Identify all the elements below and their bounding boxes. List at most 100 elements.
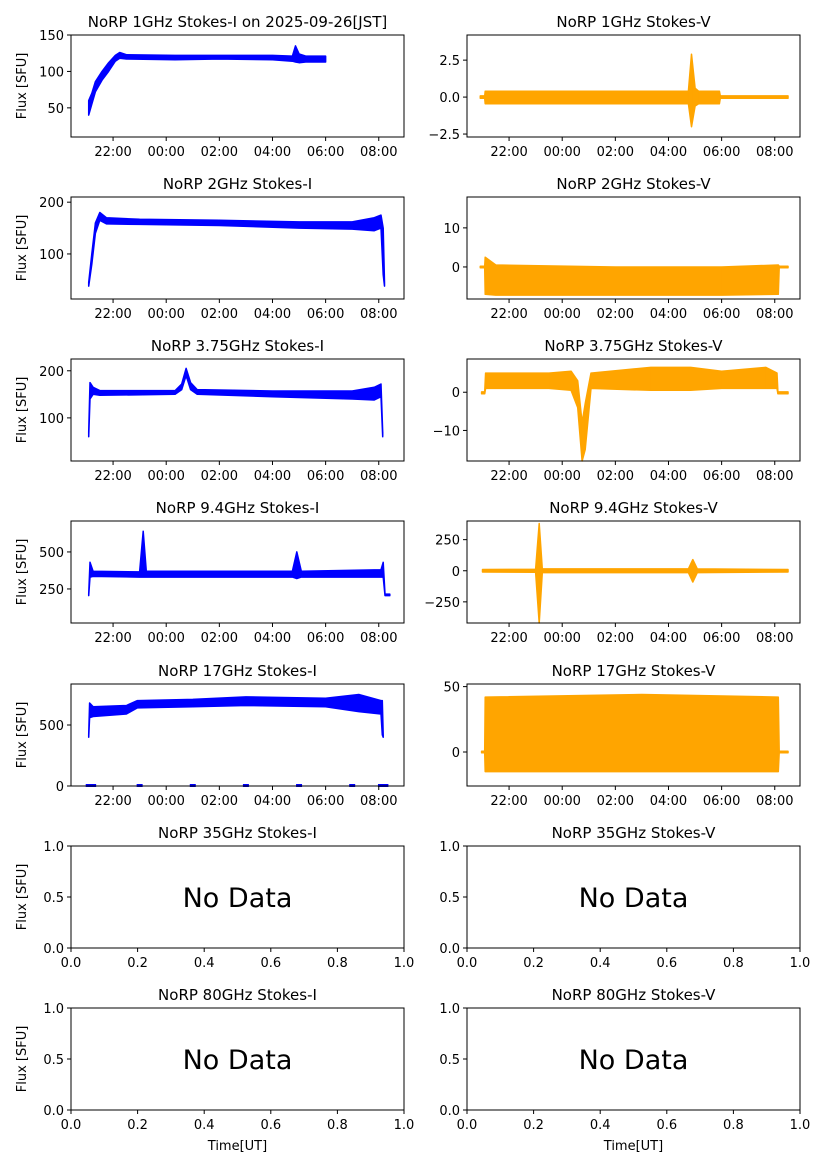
x-tick-label: 04:00: [254, 469, 291, 484]
x-tick-label: 06:00: [307, 631, 344, 646]
data-point: [218, 220, 220, 226]
y-tick-label: 1.0: [43, 840, 64, 855]
data-point: [778, 266, 780, 268]
x-tick-label: 04:00: [254, 631, 291, 646]
axes-frame: [70, 520, 405, 624]
x-tick-label: 04:00: [650, 631, 687, 646]
data-point: [380, 215, 382, 229]
data-point: [91, 253, 93, 265]
data-point: [581, 422, 583, 461]
data-point: [298, 53, 300, 63]
x-tick-label: 0.8: [723, 956, 744, 971]
data-point: [479, 266, 481, 268]
panel-title: NoRP 3.75GHz Stokes-V: [544, 337, 723, 355]
data-point: [358, 694, 360, 712]
data-series-band: [480, 693, 789, 773]
x-tick-label: 0.6: [656, 1118, 677, 1133]
data-point: [125, 54, 127, 60]
y-tick-label: 200: [39, 196, 64, 211]
x-tick-label: 22:00: [94, 145, 131, 160]
data-point: [479, 95, 481, 99]
data-point: [389, 594, 391, 596]
y-tick-label: −250: [424, 596, 460, 611]
y-tick-label: 0.0: [43, 1104, 64, 1119]
data-point: [721, 371, 723, 389]
x-tick-label: 0.4: [194, 1118, 215, 1133]
x-tick-label: 04:00: [254, 794, 291, 809]
data-point: [484, 91, 486, 104]
y-tick-label: 0: [452, 386, 460, 401]
x-tick-label: 00:00: [543, 145, 580, 160]
x-tick-label: 02:00: [597, 145, 634, 160]
no-data-text: No Data: [579, 883, 689, 914]
x-tick-label: 04:00: [650, 307, 687, 322]
x-tick-label: 08:00: [756, 469, 793, 484]
data-point: [181, 383, 183, 390]
data-point: [777, 265, 779, 295]
data-point: [300, 571, 302, 578]
data-point: [245, 696, 247, 706]
data-point: [380, 700, 382, 715]
x-tick-label: 1.0: [790, 956, 811, 971]
data-point: [484, 697, 486, 772]
panel-5: NoRP 3.75GHz Stokes-V 22:00 00:00 02:00 04:0…: [433, 337, 801, 484]
data-point: [291, 571, 293, 578]
panel-title: NoRP 2GHz Stokes-V: [556, 175, 711, 193]
x-axis-label: Time[UT]: [603, 1139, 663, 1154]
data-point: [484, 391, 486, 394]
y-tick-label: 0.0: [439, 1104, 460, 1119]
data-point: [776, 373, 778, 389]
x-tick-label: 22:00: [94, 631, 131, 646]
x-tick-label: 1.0: [394, 956, 415, 971]
data-point: [787, 266, 789, 268]
data-point: [687, 91, 689, 104]
x-tick-label: 00:00: [147, 145, 184, 160]
panel-title: NoRP 9.4GHz Stokes-V: [549, 499, 718, 517]
data-point: [721, 266, 723, 296]
data-point: [535, 569, 537, 573]
x-tick-label: 08:00: [360, 794, 397, 809]
y-tick-label: 0: [452, 746, 460, 761]
data-point: [88, 594, 90, 596]
data-point: [538, 523, 540, 623]
data-series-band: [87, 693, 384, 738]
data-point: [89, 562, 91, 578]
x-tick-label: 00:00: [543, 794, 580, 809]
x-tick-label: 0.4: [194, 956, 215, 971]
data-point: [101, 71, 103, 81]
data-point: [481, 569, 483, 572]
data-point: [89, 703, 91, 718]
data-point: [92, 571, 94, 577]
y-tick-label: 0: [452, 261, 460, 276]
x-tick-label: 0.6: [260, 1118, 281, 1133]
data-point: [88, 282, 90, 287]
panel-title: NoRP 80GHz Stokes-V: [552, 986, 717, 1004]
x-tick-label: 08:00: [756, 307, 793, 322]
y-axis-label: Flux [SFU]: [15, 1026, 30, 1093]
x-tick-label: 0.2: [127, 956, 148, 971]
x-tick-label: 0.0: [457, 1118, 478, 1133]
data-point: [382, 734, 384, 738]
data-point: [765, 367, 767, 389]
x-tick-label: 22:00: [490, 631, 527, 646]
data-point: [351, 221, 353, 230]
data-point: [218, 55, 220, 60]
data-point: [382, 228, 384, 275]
data-point: [88, 432, 90, 437]
data-point: [125, 705, 127, 715]
data-point: [142, 531, 144, 578]
data-point: [92, 387, 94, 395]
data-point: [384, 594, 386, 596]
y-axis-label: Flux [SFU]: [15, 53, 30, 120]
data-point: [94, 222, 96, 234]
x-tick-label: 0.4: [590, 1118, 611, 1133]
panel-12: NoRP 80GHz Stokes-I Flux [SFU] Time[UT] No …: [15, 986, 414, 1154]
data-point: [145, 571, 147, 578]
data-point: [698, 91, 700, 104]
data-point: [384, 282, 386, 287]
data-point: [690, 367, 692, 391]
x-tick-label: 0.0: [61, 956, 82, 971]
data-series-band: [481, 522, 789, 624]
data-point: [777, 697, 779, 772]
x-tick-label: 08:00: [360, 631, 397, 646]
